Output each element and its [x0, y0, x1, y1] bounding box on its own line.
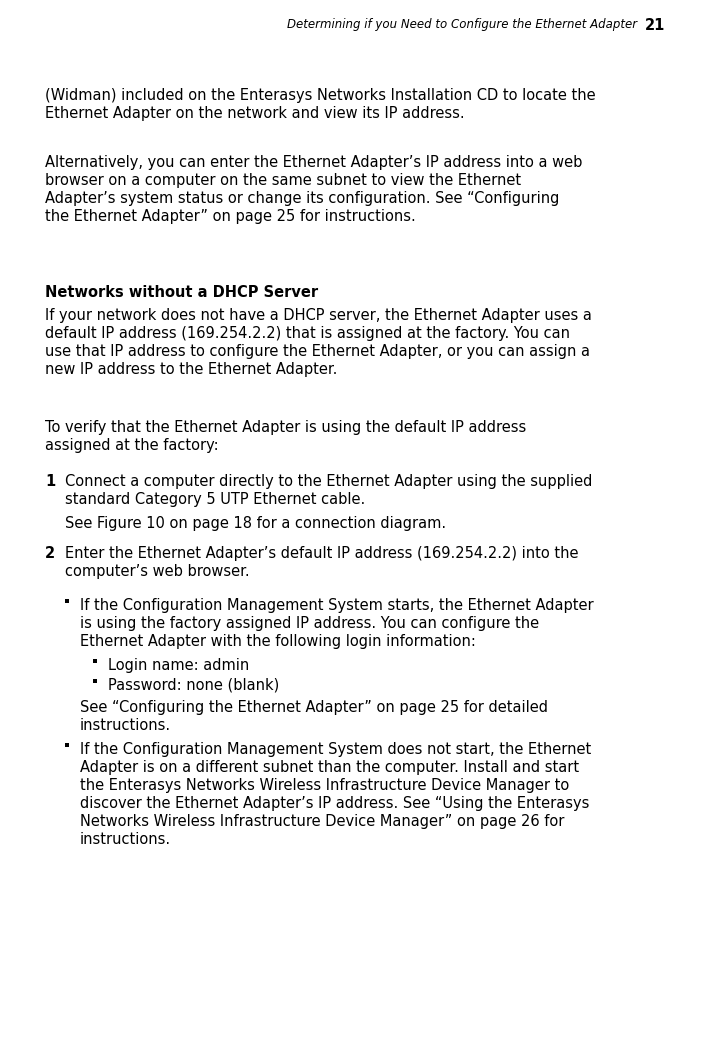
Text: See Figure 10 on page 18 for a connection diagram.: See Figure 10 on page 18 for a connectio…	[65, 516, 446, 531]
Text: standard Category 5 UTP Ethernet cable.: standard Category 5 UTP Ethernet cable.	[65, 492, 366, 507]
Text: If the Configuration Management System does not start, the Ethernet: If the Configuration Management System d…	[80, 742, 591, 757]
Text: 1: 1	[45, 474, 56, 489]
Text: Networks without a DHCP Server: Networks without a DHCP Server	[45, 285, 318, 300]
Text: To verify that the Ethernet Adapter is using the default IP address: To verify that the Ethernet Adapter is u…	[45, 420, 527, 435]
Text: the Enterasys Networks Wireless Infrastructure Device Manager to: the Enterasys Networks Wireless Infrastr…	[80, 778, 569, 793]
Text: Networks Wireless Infrastructure Device Manager” on page 26 for: Networks Wireless Infrastructure Device …	[80, 814, 565, 829]
Text: Password: none (blank): Password: none (blank)	[108, 678, 279, 693]
Text: If the Configuration Management System starts, the Ethernet Adapter: If the Configuration Management System s…	[80, 598, 593, 612]
Text: new IP address to the Ethernet Adapter.: new IP address to the Ethernet Adapter.	[45, 362, 337, 377]
Text: Adapter’s system status or change its configuration. See “Configuring: Adapter’s system status or change its co…	[45, 191, 560, 206]
Bar	[93, 679, 97, 683]
Text: If your network does not have a DHCP server, the Ethernet Adapter uses a: If your network does not have a DHCP ser…	[45, 308, 592, 323]
Text: use that IP address to configure the Ethernet Adapter, or you can assign a: use that IP address to configure the Eth…	[45, 344, 590, 359]
Text: Ethernet Adapter with the following login information:: Ethernet Adapter with the following logi…	[80, 634, 476, 649]
Text: Alternatively, you can enter the Ethernet Adapter’s IP address into a web: Alternatively, you can enter the Etherne…	[45, 155, 582, 170]
Text: 2: 2	[45, 546, 55, 561]
Text: assigned at the factory:: assigned at the factory:	[45, 438, 219, 453]
Text: Enter the Ethernet Adapter’s default IP address (169.254.2.2) into the: Enter the Ethernet Adapter’s default IP …	[65, 546, 579, 561]
Text: default IP address (169.254.2.2) that is assigned at the factory. You can: default IP address (169.254.2.2) that is…	[45, 326, 570, 341]
Text: discover the Ethernet Adapter’s IP address. See “Using the Enterasys: discover the Ethernet Adapter’s IP addre…	[80, 796, 589, 811]
Text: Ethernet Adapter on the network and view its IP address.: Ethernet Adapter on the network and view…	[45, 106, 465, 121]
Text: instructions.: instructions.	[80, 832, 171, 847]
Bar	[65, 743, 69, 747]
Text: See “Configuring the Ethernet Adapter” on page 25 for detailed: See “Configuring the Ethernet Adapter” o…	[80, 700, 548, 715]
Text: 21: 21	[645, 18, 665, 33]
Text: the Ethernet Adapter” on page 25 for instructions.: the Ethernet Adapter” on page 25 for ins…	[45, 209, 415, 224]
Text: Connect a computer directly to the Ethernet Adapter using the supplied: Connect a computer directly to the Ether…	[65, 474, 593, 489]
Text: Determining if you Need to Configure the Ethernet Adapter: Determining if you Need to Configure the…	[287, 18, 637, 31]
Bar	[65, 599, 69, 603]
Text: (Widman) included on the Enterasys Networks Installation CD to locate the: (Widman) included on the Enterasys Netwo…	[45, 88, 595, 103]
Text: browser on a computer on the same subnet to view the Ethernet: browser on a computer on the same subnet…	[45, 173, 521, 188]
Text: Adapter is on a different subnet than the computer. Install and start: Adapter is on a different subnet than th…	[80, 760, 579, 775]
Text: instructions.: instructions.	[80, 718, 171, 733]
Bar	[93, 659, 97, 663]
Text: computer’s web browser.: computer’s web browser.	[65, 564, 250, 579]
Text: Login name: admin: Login name: admin	[108, 658, 250, 673]
Text: is using the factory assigned IP address. You can configure the: is using the factory assigned IP address…	[80, 616, 539, 631]
